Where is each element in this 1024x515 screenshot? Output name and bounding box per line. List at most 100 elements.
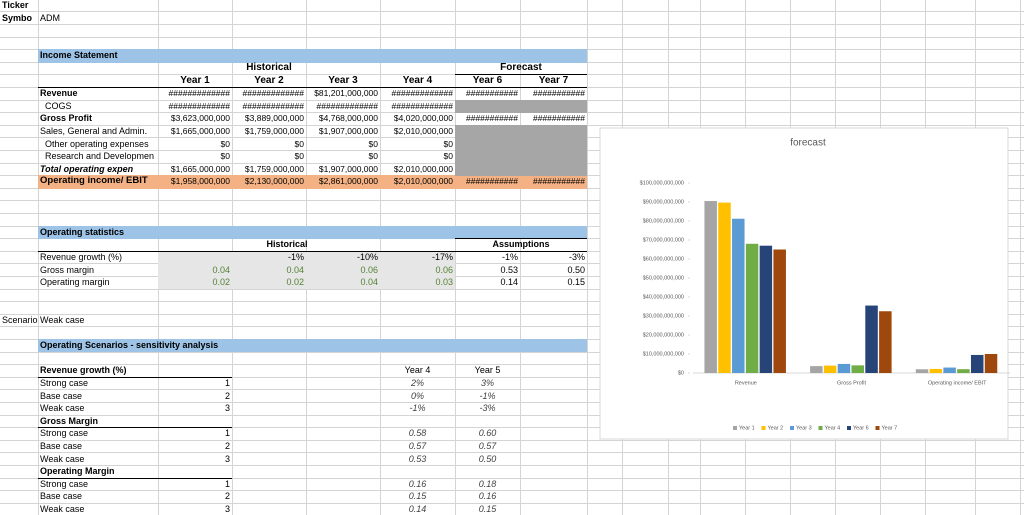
row-label: Base case (40, 491, 83, 502)
row-line (0, 11, 1024, 13)
value: $4,768,000,000 (318, 113, 378, 124)
bar (704, 201, 717, 373)
value: $1,759,000,000 (244, 126, 304, 136)
value: $1,958,000,000 (170, 176, 230, 187)
row-label: Weak case (40, 504, 85, 514)
row-label: Operating margin (40, 277, 110, 288)
value: $3,889,000,000 (244, 113, 304, 124)
row-label: Total operating expen (40, 163, 134, 174)
y-tick-label: $60,000,000,000 (643, 256, 684, 262)
value: ############# (391, 100, 453, 111)
value: 3 (224, 504, 230, 514)
column-line (587, 0, 588, 515)
value: 0.04 (286, 264, 304, 275)
value: 0.04 (212, 264, 230, 275)
column-header: Year 2 (254, 74, 284, 86)
group-label: Gross Margin (40, 415, 99, 426)
bar (929, 368, 943, 373)
y-tick-label: $30,000,000,000 (643, 313, 684, 319)
row-line (0, 326, 1024, 328)
row-line (0, 275, 1024, 277)
value: 2 (224, 390, 230, 401)
value: -1% (479, 390, 496, 401)
bar (837, 363, 851, 373)
value: $81,201,000,000 (314, 88, 378, 99)
gray-fill (455, 149, 587, 164)
value: ############# (168, 88, 230, 99)
value: 0.60 (478, 428, 497, 439)
row-line (0, 301, 1024, 303)
bar (851, 365, 864, 373)
bar (984, 354, 998, 373)
value: $2,010,000,000 (393, 126, 453, 136)
row-line (0, 364, 1024, 366)
bar (745, 243, 759, 373)
value: $0 (443, 151, 453, 162)
label: Symbo (2, 12, 33, 23)
row-line (0, 490, 1024, 492)
value: $1,665,000,000 (170, 126, 230, 136)
row-line (0, 36, 1024, 38)
value: $3,623,000,000 (170, 113, 230, 124)
value: ############# (391, 88, 453, 99)
row-line (0, 452, 1024, 454)
chart-area (599, 127, 1009, 440)
value: 0.14 (500, 277, 518, 288)
value: 3 (224, 403, 230, 414)
border (38, 376, 232, 378)
value: $0 (220, 151, 230, 162)
legend-swatch (818, 426, 823, 430)
value: ############# (242, 88, 304, 99)
value: $0 (294, 138, 304, 149)
y-tick-label: $0 (678, 370, 684, 376)
bar (823, 365, 837, 373)
row-label: COGS (45, 100, 72, 111)
value: 1 (224, 378, 230, 388)
value: 0.58 (408, 428, 427, 439)
value: 0.15 (478, 504, 497, 514)
value: 0.06 (435, 264, 453, 275)
gray-fill (158, 263, 455, 277)
bar (773, 249, 786, 373)
legend-swatch (847, 426, 851, 430)
gray-fill (455, 162, 587, 177)
value: $0 (220, 138, 230, 149)
value: ADM (40, 12, 60, 23)
legend-label: Year 7 (882, 425, 898, 431)
bar (943, 367, 956, 373)
row-label: Gross margin (40, 264, 95, 275)
y-tick-label: $70,000,000,000 (643, 237, 684, 243)
value: $0 (294, 151, 304, 162)
value: 0.16 (478, 491, 497, 502)
y-tick-label: $40,000,000,000 (643, 294, 684, 300)
row-line (0, 464, 1024, 466)
x-tick-label: Gross Profit (837, 380, 867, 386)
border (455, 74, 587, 76)
value: ########### (532, 176, 585, 187)
y-tick-label: $90,000,000,000 (643, 199, 684, 205)
row-label: Other operating expenses (45, 138, 149, 149)
section-title: Operating Scenarios - sensitivity analys… (40, 340, 219, 351)
value: ########### (465, 113, 518, 124)
value: -1% (501, 252, 518, 262)
gray-fill (455, 137, 587, 151)
row-line (0, 477, 1024, 479)
gray-fill (158, 275, 455, 290)
row-label: Base case (40, 441, 83, 451)
column-header: Year 1 (180, 74, 210, 86)
value: 0.03 (435, 277, 453, 288)
legend-label: Year 2 (768, 425, 784, 431)
value: 0% (410, 390, 424, 401)
row-label: Weak case (40, 403, 85, 414)
section-title: Operating statistics (40, 226, 125, 237)
section-header-fill (38, 49, 587, 63)
section-header-fill (38, 338, 587, 353)
value: $2,010,000,000 (393, 176, 453, 187)
row-label: Sales, General and Admin. (40, 126, 148, 136)
header: Historical (246, 62, 292, 73)
value: ############# (242, 100, 304, 111)
bar (759, 245, 773, 373)
value: $0 (368, 151, 378, 162)
bar (879, 311, 892, 373)
